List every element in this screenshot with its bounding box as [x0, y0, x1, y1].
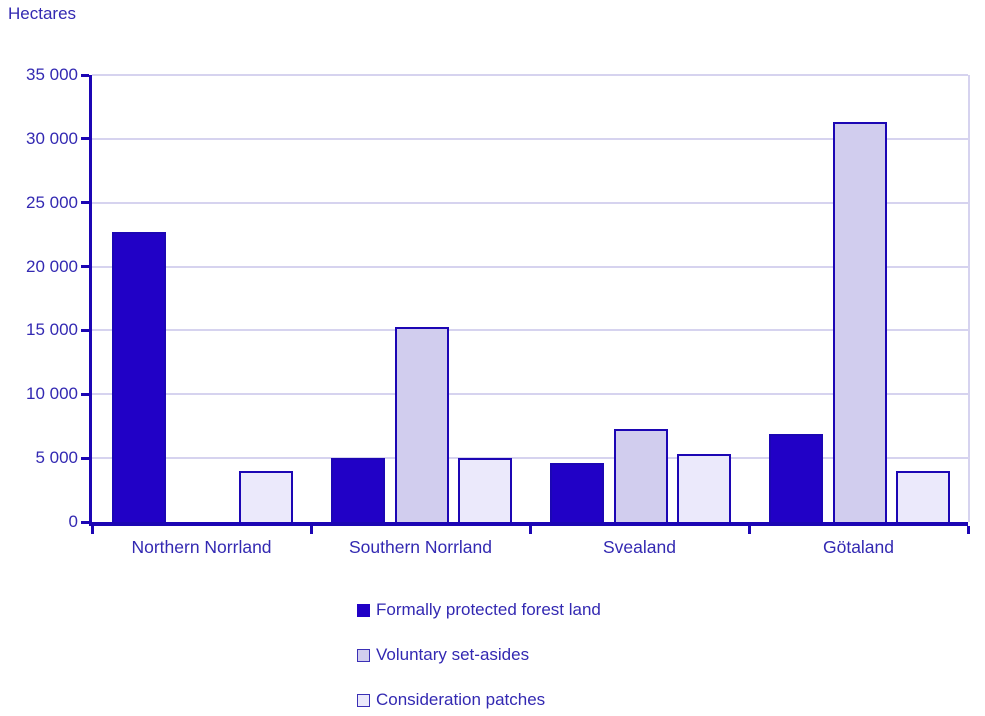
- gridline: [92, 265, 968, 268]
- y-axis-line: [89, 75, 92, 526]
- bar: [833, 122, 887, 522]
- x-axis-tick: [966, 526, 970, 534]
- gridline: [92, 137, 968, 140]
- bar: [550, 463, 604, 522]
- y-axis-tick: [81, 520, 89, 524]
- y-axis-tick-label: 10 000: [26, 384, 78, 404]
- x-axis-tick: [528, 526, 532, 534]
- bar: [331, 458, 385, 522]
- bar: [112, 232, 166, 522]
- bar: [395, 327, 449, 522]
- y-axis-tick: [81, 201, 89, 205]
- bar: [896, 471, 950, 522]
- legend-label: Voluntary set-asides: [376, 645, 530, 664]
- bar: [458, 458, 512, 522]
- x-axis-tick: [747, 526, 751, 534]
- y-axis-tick: [81, 328, 89, 332]
- bar: [239, 471, 293, 522]
- legend-item-voluntary-set-asides: Voluntary set-asides: [357, 645, 601, 664]
- x-axis-line: [89, 522, 968, 526]
- legend-item-consideration-patches: Consideration patches: [357, 690, 601, 709]
- x-axis-category-label: Svealand: [603, 537, 676, 557]
- x-axis-category-label: Northern Norrland: [131, 537, 272, 557]
- bar: [769, 434, 823, 522]
- x-axis-tick: [90, 526, 94, 534]
- gridline: [92, 393, 968, 396]
- y-axis-tick-label: 30 000: [26, 128, 78, 148]
- legend-label: Formally protected forest land: [376, 600, 601, 619]
- y-axis-tick: [81, 392, 89, 396]
- x-axis-category-label: Southern Norrland: [349, 537, 492, 557]
- legend-swatch-icon: [357, 693, 370, 707]
- y-axis-tick-label: 0: [68, 512, 78, 531]
- y-axis-labels: 0 5 000 10 000 15 000 20 000 25 000 30 000 35 0…: [0, 65, 78, 531]
- y-axis-tick-label: 35 000: [26, 65, 78, 84]
- gridline: [92, 74, 968, 76]
- bar: [677, 454, 731, 522]
- legend: Formally protected forest land Voluntary…: [357, 600, 601, 716]
- gridline: [92, 201, 968, 204]
- chart-title: Hectares: [8, 4, 77, 23]
- legend-swatch-icon: [357, 648, 370, 662]
- legend-item-formally-protected: Formally protected forest land: [357, 600, 601, 619]
- y-axis-tick: [81, 137, 89, 141]
- legend-label: Consideration patches: [376, 690, 546, 709]
- gridline: [92, 329, 968, 332]
- y-axis-tick-label: 20 000: [26, 256, 78, 276]
- y-axis-tick: [81, 73, 89, 77]
- bar: [614, 429, 668, 522]
- x-axis-category-label: Götaland: [822, 537, 895, 557]
- y-axis-tick: [81, 456, 89, 460]
- gridline: [92, 457, 968, 460]
- x-axis-labels: Northern Norrland Southern Norrland Sveala…: [92, 537, 968, 561]
- plot-right-border: [968, 75, 970, 522]
- y-axis-tick-label: 25 000: [26, 192, 78, 212]
- y-axis-tick: [81, 265, 89, 269]
- plot-area: [81, 73, 970, 534]
- legend-swatch-icon: [357, 603, 370, 617]
- y-axis-tick-label: 5 000: [35, 448, 78, 468]
- y-axis-tick-label: 15 000: [26, 320, 78, 340]
- x-axis-tick: [309, 526, 313, 534]
